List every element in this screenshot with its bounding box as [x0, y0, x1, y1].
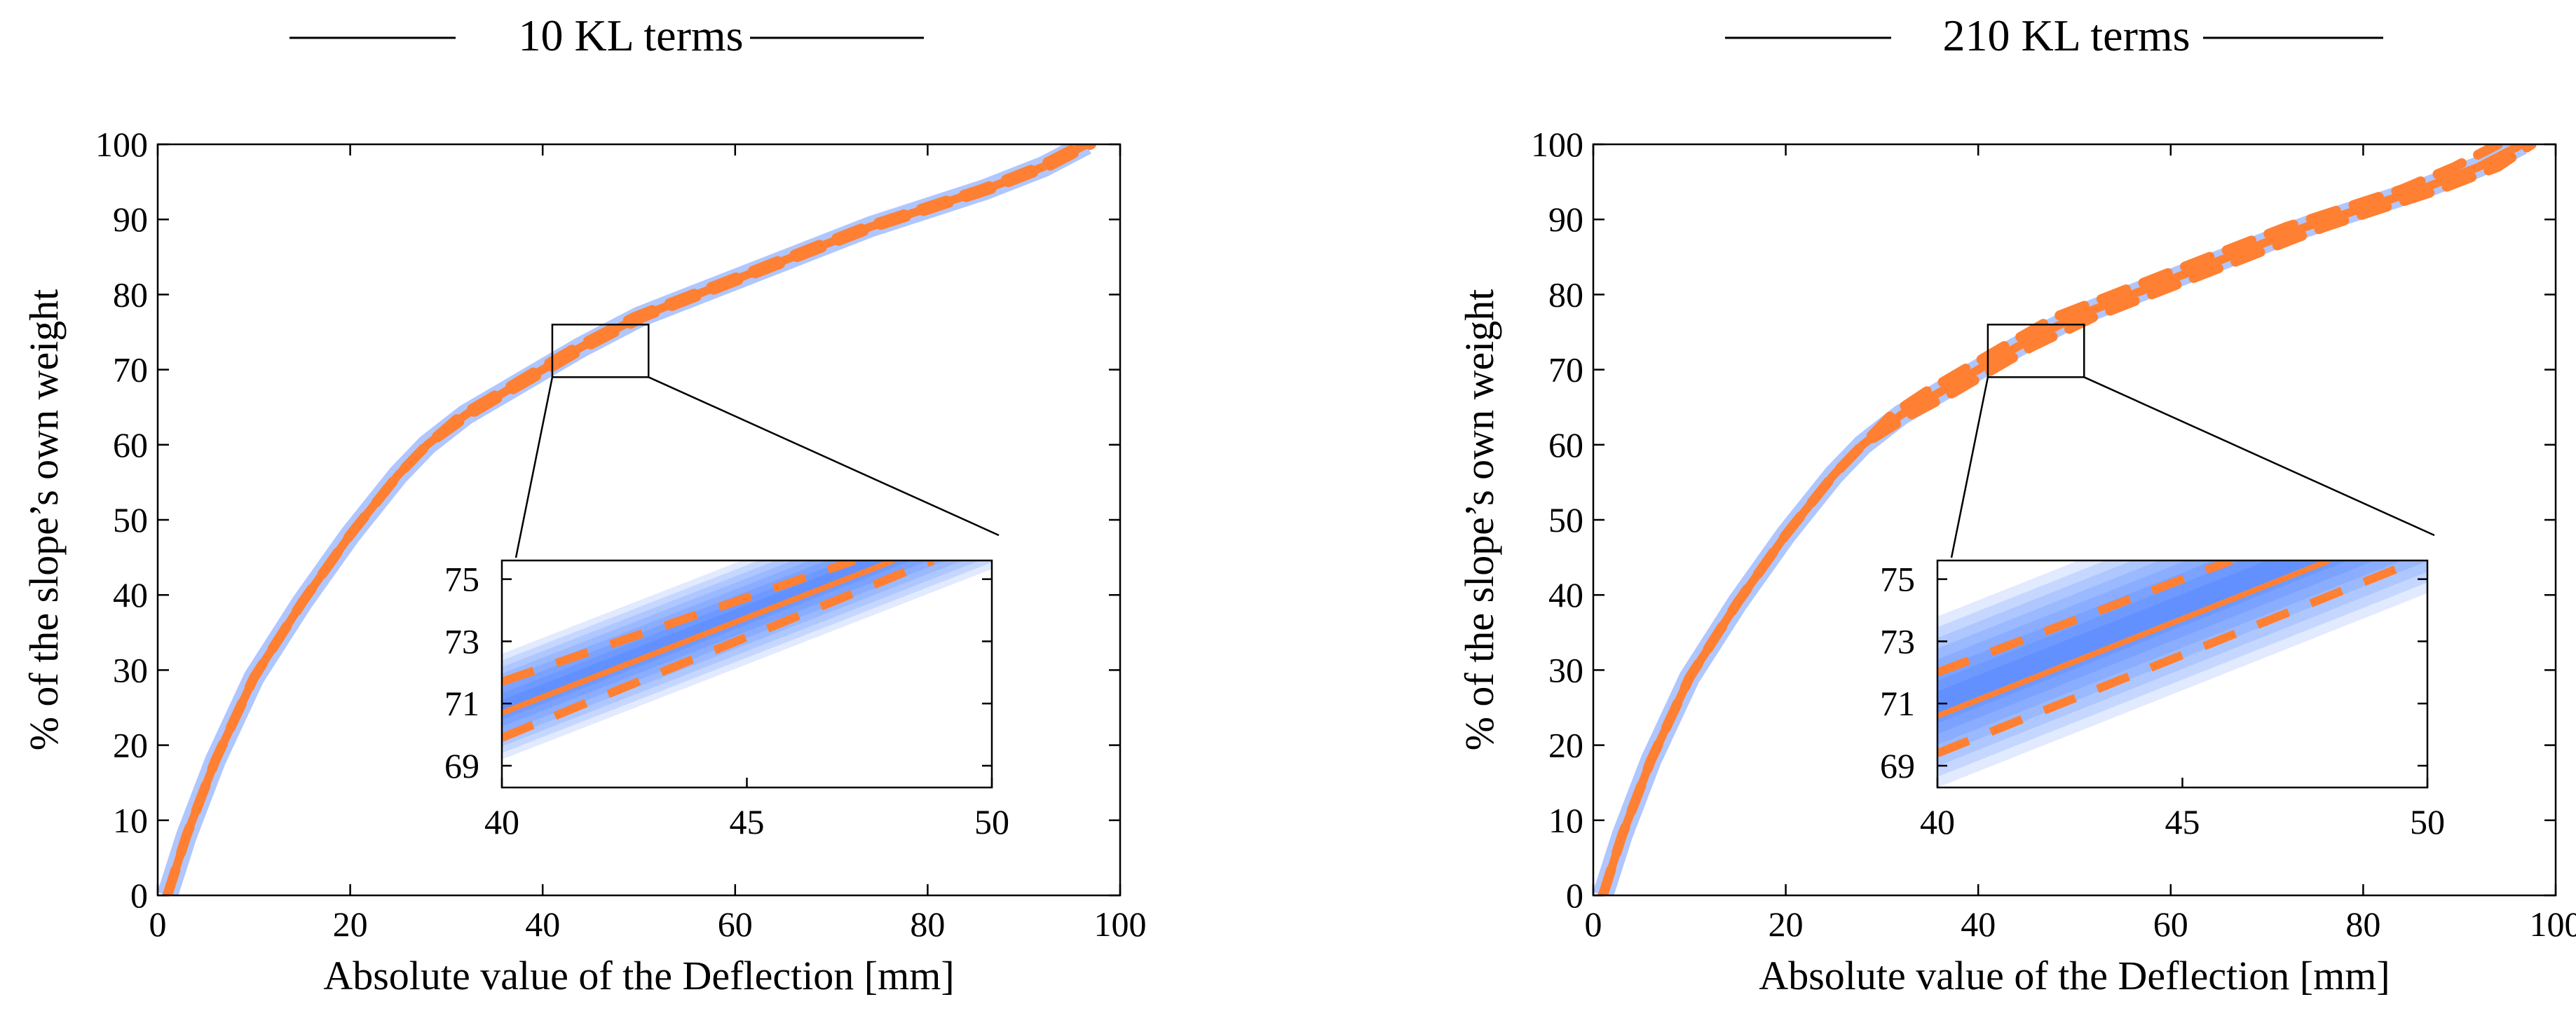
- inset-band-layer: [502, 560, 992, 753]
- x-tick-label: 0: [149, 904, 167, 944]
- zoom-connector-left: [1950, 377, 1989, 558]
- inset-band-layer: [1937, 560, 2376, 734]
- zoom-region-box: [1986, 324, 2085, 378]
- inset-y-tick-label: 69: [1880, 746, 1915, 785]
- inset-y-tick-label: 73: [1880, 621, 1915, 661]
- inset-y-tick-label: 73: [444, 621, 479, 661]
- y-tick-label: 100: [95, 125, 148, 164]
- zoom-connector-right: [2083, 376, 2435, 537]
- inset-y-tick-label: 69: [444, 746, 479, 785]
- inset-band-layer: [1937, 560, 2427, 766]
- y-axis-label: % of the slope’s own weight: [21, 289, 67, 751]
- plot-area: [1593, 144, 2537, 895]
- x-tick-label: 100: [1094, 904, 1147, 944]
- inset-band-layer: [502, 560, 912, 720]
- confidence-bound-line: [1597, 144, 2537, 895]
- inset-mean-line: [1937, 560, 2331, 719]
- inset-y-tick-label: 75: [444, 560, 479, 599]
- y-tick-label: 70: [1548, 350, 1583, 390]
- x-tick-label: 40: [525, 904, 560, 944]
- x-tick-label: 0: [1585, 904, 1602, 944]
- inset-lower-bound-line: [502, 560, 935, 742]
- y-tick-label: 70: [113, 350, 148, 390]
- inset-mean-line: [502, 560, 895, 716]
- y-tick-label: 40: [1548, 575, 1583, 614]
- inset-x-tick-label: 50: [2410, 802, 2445, 841]
- x-tick-label: 60: [2153, 904, 2188, 944]
- x-tick-label: 80: [910, 904, 945, 944]
- y-tick-label: 0: [130, 876, 148, 915]
- inset-band-layer: [1937, 560, 2427, 787]
- x-axis-label: Absolute value of the Deflection [mm]: [323, 953, 954, 998]
- y-tick-label: 90: [1548, 200, 1583, 239]
- zoom-connector-right: [648, 376, 1000, 537]
- inset-band-layer: [502, 560, 878, 707]
- inset-plot-area: [1937, 560, 2427, 787]
- inset-background: [1937, 560, 2427, 787]
- x-tick-label: 80: [2345, 904, 2380, 944]
- plot-area: [158, 144, 1096, 895]
- y-tick-label: 100: [1531, 125, 1583, 164]
- x-tick-label: 40: [1961, 904, 1996, 944]
- inset-plot-area: [502, 560, 992, 760]
- inset-x-tick-label: 40: [1920, 802, 1955, 841]
- inset-upper-bound-line: [502, 560, 857, 686]
- inset-y-tick-label: 71: [1880, 684, 1915, 723]
- inset-x-tick-label: 40: [484, 802, 519, 841]
- inset-lower-bound-line: [1937, 560, 2420, 757]
- y-axis-label: % of the slope’s own weight: [1457, 289, 1502, 751]
- inset-band-layer: [1937, 560, 2294, 702]
- inset-upper-bound-line: [1937, 560, 2233, 677]
- x-axis-label: Absolute value of the Deflection [mm]: [1759, 953, 2390, 998]
- x-tick-label: 20: [1769, 904, 1804, 944]
- y-tick-label: 80: [1548, 275, 1583, 314]
- y-tick-label: 10: [113, 801, 148, 840]
- y-tick-label: 50: [1548, 500, 1583, 539]
- inset-x-tick-label: 45: [730, 802, 765, 841]
- y-tick-label: 30: [1548, 650, 1583, 689]
- inset-x-tick-label: 50: [974, 802, 1009, 841]
- chart-title: 210 KL terms: [1942, 11, 2190, 60]
- y-tick-label: 10: [1548, 801, 1583, 840]
- y-tick-label: 30: [113, 650, 148, 689]
- x-tick-label: 100: [2530, 904, 2576, 944]
- y-tick-label: 90: [113, 200, 148, 239]
- y-tick-label: 40: [113, 575, 148, 614]
- x-tick-label: 20: [333, 904, 368, 944]
- inset-y-tick-label: 71: [444, 684, 479, 723]
- inset-x-tick-label: 45: [2165, 802, 2200, 841]
- y-tick-label: 50: [113, 500, 148, 539]
- zoom-connector-left: [514, 377, 554, 558]
- inset-band-layer: [1937, 560, 2427, 777]
- inset-band-layer: [502, 560, 992, 760]
- y-tick-label: 80: [113, 275, 148, 314]
- panel-10-kl-terms: 10 KL terms 0 20 40 60 80 100 0 10 20 30 40 50 60 70 80…: [21, 11, 1147, 998]
- inset-band-layer: [502, 560, 980, 747]
- confidence-bound-line: [162, 144, 1096, 895]
- x-tick-label: 60: [718, 904, 753, 944]
- y-tick-label: 20: [113, 726, 148, 765]
- inset-y-tick-label: 75: [1880, 560, 1915, 599]
- zoom-region-box: [551, 324, 650, 378]
- y-tick-label: 60: [113, 425, 148, 465]
- y-tick-label: 60: [1548, 425, 1583, 465]
- panel-210-kl-terms: 210 KL terms 0 20 40 60 80 100 0 10 20 30 40 50 60 70 8…: [1457, 11, 2576, 998]
- y-tick-label: 0: [1566, 876, 1583, 915]
- y-tick-label: 20: [1548, 726, 1583, 765]
- chart-title: 10 KL terms: [518, 11, 743, 60]
